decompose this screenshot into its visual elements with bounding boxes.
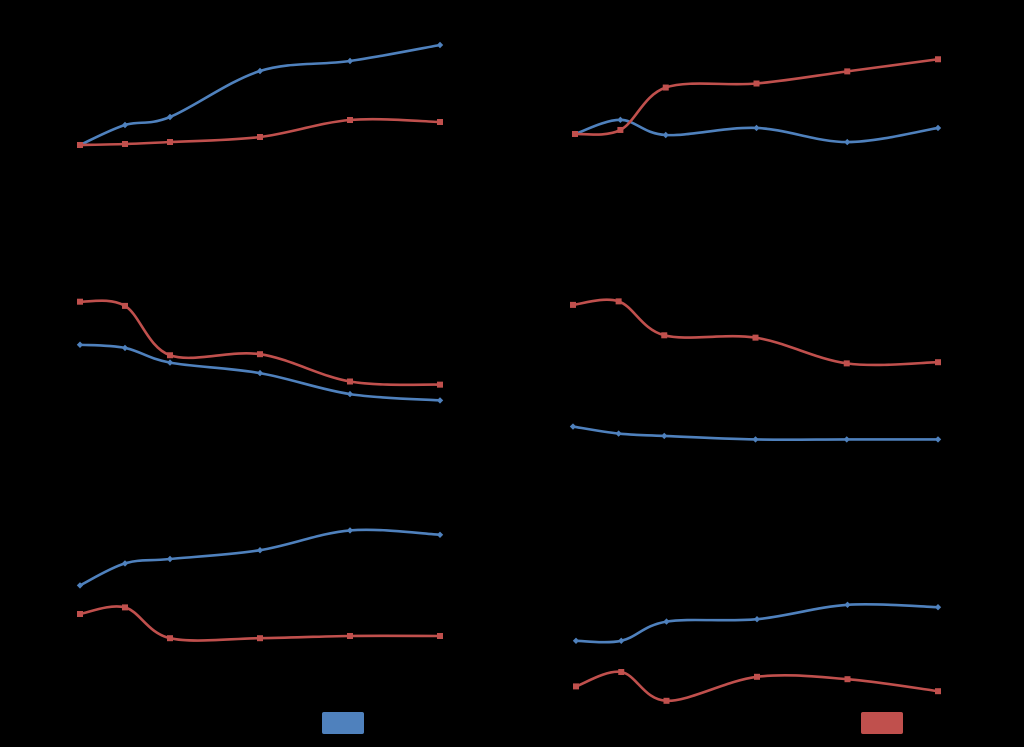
panel-4-series-2-point-1: [570, 301, 576, 308]
panel-5-series-2-point-6: [437, 633, 443, 639]
panel-6-series-2-point-2: [618, 669, 625, 675]
panel-6-series-1-point-5: [844, 601, 851, 608]
panel-1-series-1-point-4: [256, 67, 264, 75]
panel-1-series-2-point-1: [77, 142, 83, 148]
panel-3-series-1-point-5: [346, 390, 354, 398]
panel-2-series-2-point-4: [753, 80, 760, 87]
panel-5-series-1-point-3: [166, 555, 174, 563]
panel-4-series-2-point-6: [935, 359, 941, 366]
panel-2-series-1-point-6: [934, 124, 942, 132]
panel-1-series-2-point-6: [437, 119, 443, 125]
panel-3-series-1-point-1: [76, 341, 84, 348]
panel-1-series-2-point-3: [167, 139, 173, 145]
panel-5: [76, 527, 444, 642]
panel-1-series-2-point-5: [347, 117, 353, 123]
panel-3-series-2-point-5: [347, 378, 353, 385]
panel-2-series-1-point-3: [662, 131, 669, 139]
panel-2-series-2-point-2: [617, 126, 624, 133]
panel-4-series-1-point-6: [934, 436, 942, 443]
panel-3-series-2-point-2: [122, 302, 128, 309]
panel-5-series-2-point-2: [122, 604, 128, 611]
panel-3-series-1-point-2: [121, 344, 129, 352]
panel-2-series-1-point-2: [617, 116, 624, 124]
panel-6-series-2-point-6: [935, 688, 941, 695]
panel-5-series-1-point-6: [436, 531, 444, 538]
panel-4-series-2-point-4: [752, 334, 759, 341]
panel-6-series-1-point-2: [618, 637, 625, 644]
panel-6-series-1-point-4: [753, 616, 761, 623]
panel-4-series-1-point-2: [615, 430, 622, 437]
panel-1-series-1-point-3: [166, 113, 174, 121]
panel-2-series-2-point-3: [662, 84, 669, 91]
panel-4-series-2-point-5: [843, 360, 850, 367]
panel-3-series-2-point-1: [77, 298, 83, 305]
panel-4-series-1-point-4: [752, 436, 759, 443]
panel-2-series-2-point-6: [935, 56, 941, 63]
panel-2-series-1-point-5: [844, 138, 851, 146]
legend-swatch-series-a: [322, 712, 364, 734]
panel-1-series-2-point-4: [257, 134, 263, 140]
panel-3-series-2-point-3: [167, 352, 173, 359]
panel-1: [76, 41, 444, 149]
panel-3-series-1-point-6: [436, 397, 444, 404]
panel-1-series-1-point-5: [346, 57, 354, 65]
panel-3: [76, 298, 444, 404]
panel-3-series-1-point-4: [256, 369, 264, 377]
panel-6-series-2-point-3: [663, 697, 670, 704]
panel-6-series-2-point-4: [754, 673, 760, 680]
panel-6-series-2-point-1: [573, 683, 579, 690]
panel-4: [569, 298, 942, 443]
panel-3-series-1-point-3: [166, 359, 174, 366]
panel-4-series-2-point-3: [661, 332, 668, 339]
panel-4-series-2-point-2: [615, 298, 622, 305]
panel-5-series-1-point-5: [346, 527, 354, 534]
panel-3-series-2-point-6: [437, 381, 443, 388]
panel-3-series-2-point-4: [257, 351, 263, 358]
panel-2-series-2-point-5: [844, 68, 851, 75]
panel-6-series-1-point-6: [934, 604, 942, 611]
panel-6-series-2-point-5: [844, 676, 851, 683]
panel-2-series-2-point-1: [572, 131, 578, 137]
panel-4-series-1-point-1: [569, 423, 577, 430]
panel-5-series-2-point-5: [347, 633, 353, 639]
panel-1-series-1-point-6: [436, 41, 444, 49]
panel-1-series-1-point-2: [121, 121, 129, 129]
panel-6: [572, 601, 942, 704]
panel-5-series-2-point-4: [257, 635, 263, 642]
panel-6-series-1-point-3: [663, 618, 670, 625]
chart-panels: [76, 41, 942, 704]
panel-4-series-1-point-3: [661, 432, 668, 440]
panel-1-series-2-point-2: [122, 141, 128, 147]
panel-5-series-1-point-1: [76, 582, 84, 589]
panel-5-series-1-point-2: [121, 560, 129, 567]
panel-5-series-2-point-1: [77, 611, 83, 617]
panel-4-series-1-point-5: [843, 436, 850, 443]
panel-5-series-2-point-3: [167, 635, 173, 642]
panel-2-series-1-point-4: [753, 124, 760, 132]
panel-5-series-1-point-4: [256, 547, 264, 554]
legend-swatch-series-b: [861, 712, 903, 734]
panel-6-series-1-point-1: [572, 637, 580, 644]
panel-2: [571, 56, 942, 146]
